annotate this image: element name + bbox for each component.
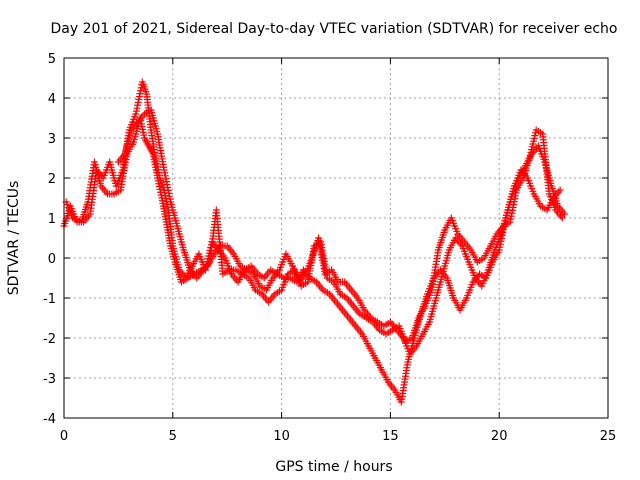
data-point bbox=[556, 186, 564, 194]
y-axis-label: SDTVAR / TECUs bbox=[6, 181, 22, 296]
y-tick-label: -3 bbox=[43, 372, 56, 387]
x-tick-label: 10 bbox=[273, 429, 290, 444]
grid-layer bbox=[64, 58, 608, 418]
chart-title: Day 201 of 2021, Sidereal Day-to-day VTE… bbox=[51, 21, 618, 37]
y-tick-label: 0 bbox=[48, 252, 56, 267]
x-tick-label: 5 bbox=[169, 429, 177, 444]
y-tick-label: -2 bbox=[43, 332, 56, 347]
series-track-c bbox=[114, 106, 566, 346]
y-tick-label: 1 bbox=[48, 212, 56, 227]
plot-frame bbox=[63, 57, 609, 419]
data-point bbox=[558, 214, 566, 222]
tick-layer: 0 5 10 15 20 25 -4 -3 -2 -1 0 1 2 3 4 5 bbox=[43, 52, 616, 444]
x-axis-label: GPS time / hours bbox=[275, 459, 392, 475]
x-tick-label: 15 bbox=[382, 429, 399, 444]
x-tick-label: 25 bbox=[600, 429, 617, 444]
y-tick-label: 4 bbox=[48, 92, 56, 107]
y-tick-label: -1 bbox=[43, 292, 56, 307]
y-tick-label: 2 bbox=[48, 172, 56, 187]
y-tick-label: 3 bbox=[48, 132, 56, 147]
series-layer bbox=[60, 78, 568, 406]
y-tick-label: 5 bbox=[48, 52, 56, 67]
x-tick-label: 20 bbox=[491, 429, 508, 444]
series-track-b bbox=[62, 114, 564, 358]
y-tick-label: -4 bbox=[43, 412, 56, 427]
x-tick-label: 0 bbox=[60, 429, 68, 444]
